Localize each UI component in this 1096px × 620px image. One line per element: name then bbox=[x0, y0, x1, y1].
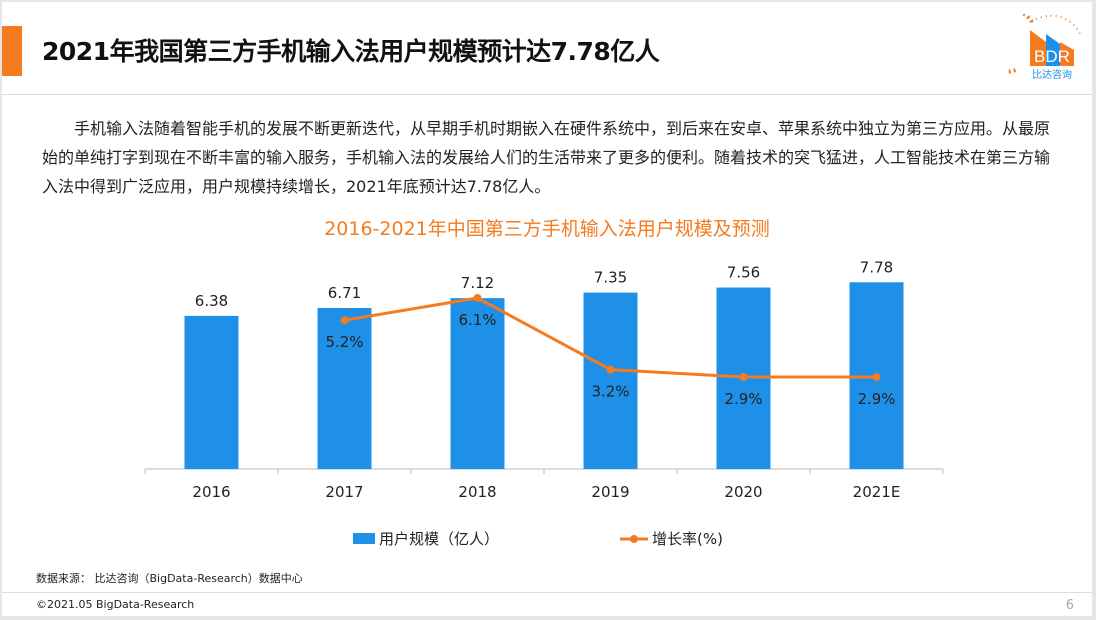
growth-point bbox=[606, 365, 615, 374]
bar bbox=[317, 307, 372, 469]
x-tick-label: 2020 bbox=[724, 483, 762, 501]
legend-bar-label: 用户规模（亿人） bbox=[379, 530, 499, 548]
growth-label: 3.2% bbox=[591, 383, 629, 401]
intro-paragraph: 手机输入法随着智能手机的发展不断更新迭代，从早期手机时期嵌入在硬件系统中，到后来… bbox=[42, 119, 1051, 196]
bdr-logo: BDR 比达咨询 bbox=[1008, 14, 1081, 81]
growth-point bbox=[473, 294, 482, 302]
legend-line-label: 增长率(%) bbox=[652, 530, 723, 548]
growth-label: 2.9% bbox=[724, 390, 762, 408]
header-divider bbox=[2, 94, 1092, 95]
page-title: 2021年我国第三方手机输入法用户规模预计达7.78亿人 bbox=[42, 37, 660, 66]
bar-label: 6.38 bbox=[195, 292, 228, 310]
svg-text:BDR: BDR bbox=[1034, 47, 1070, 66]
bar-label: 7.35 bbox=[594, 269, 627, 287]
growth-point bbox=[872, 373, 881, 382]
footer-divider bbox=[2, 592, 1092, 593]
svg-text:比达咨询: 比达咨询 bbox=[1032, 68, 1072, 81]
bar bbox=[184, 315, 239, 469]
chart-title: 2016-2021年中国第三方手机输入法用户规模及预测 bbox=[324, 218, 770, 240]
bar-label: 7.56 bbox=[727, 264, 760, 282]
bar-label: 7.78 bbox=[860, 258, 893, 276]
copyright: ©2021.05 BigData-Research bbox=[36, 598, 195, 611]
data-source: 数据来源： 比达咨询（BigData-Research）数据中心 bbox=[36, 572, 303, 585]
bar bbox=[450, 298, 505, 469]
growth-label: 6.1% bbox=[458, 311, 496, 329]
x-tick-label: 2018 bbox=[458, 483, 496, 501]
legend-line-marker bbox=[630, 535, 638, 543]
growth-point bbox=[739, 373, 748, 382]
bar bbox=[583, 292, 638, 469]
bar-label: 7.12 bbox=[461, 274, 494, 292]
x-tick-label: 2021E bbox=[853, 483, 901, 501]
bar-label: 6.71 bbox=[328, 284, 361, 302]
x-tick-label: 2017 bbox=[325, 483, 363, 501]
page-number: 6 bbox=[1065, 598, 1074, 613]
title-accent-bar bbox=[2, 26, 22, 76]
growth-point bbox=[340, 316, 349, 325]
x-tick-label: 2016 bbox=[192, 483, 230, 501]
legend-bar-swatch bbox=[353, 533, 375, 544]
x-tick-label: 2019 bbox=[591, 483, 629, 501]
growth-label: 2.9% bbox=[857, 390, 895, 408]
growth-label: 5.2% bbox=[325, 333, 363, 351]
